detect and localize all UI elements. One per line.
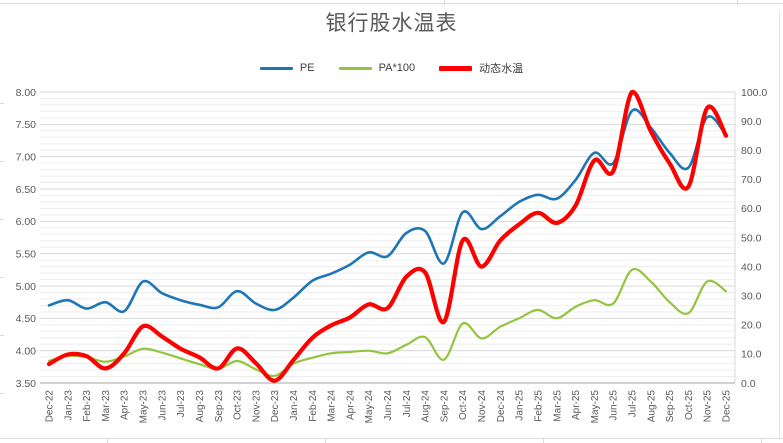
legend-item-0[interactable]: PE [259,62,315,74]
x-axis-tick-label: Mar-24 [327,390,338,422]
legend-line-swatch-icon [259,66,293,70]
right-axis-tick-label: 10.0 [741,349,762,361]
x-axis-tick-label: May-24 [364,390,375,424]
x-axis-tick-label: Aug-25 [646,390,657,423]
legend-item-2[interactable]: 动态水温 [439,60,523,76]
legend-item-1[interactable]: PA*100 [338,62,416,74]
x-axis-tick-label: Oct-24 [458,390,469,420]
right-axis-tick-label: 50.0 [741,232,762,244]
x-axis-tick-label: Feb-23 [82,390,93,422]
sheet-gridline [0,161,4,162]
x-axis-tick-label: Jun-25 [609,390,620,421]
left-axis-tick-label: 7.50 [16,119,37,131]
left-axis-tick-label: 7.00 [16,151,37,163]
legend-item-label: PA*100 [378,62,416,74]
x-axis-tick-label: Oct-25 [684,390,695,420]
left-axis-tick-label: 4.50 [16,313,37,325]
sheet-gridline [779,10,780,438]
right-axis-tick-label: 90.0 [741,116,762,128]
x-axis-tick-label: Apr-25 [571,390,582,420]
left-axis-tick-label: 8.00 [16,87,37,99]
left-axis-tick-label: 3.50 [16,378,37,390]
x-axis-tick-label: Feb-24 [308,390,319,422]
x-axis-tick-label: Aug-24 [421,390,432,423]
left-axis-tick-label: 5.00 [16,281,37,293]
left-axis-tick-label: 6.00 [16,216,37,228]
right-axis-tick-label: 0.0 [741,378,756,390]
sheet-gridline [444,0,445,6]
series-line-2[interactable] [46,89,729,383]
x-axis-tick-label: Jun-23 [157,390,168,421]
sheet-gridline [325,438,326,443]
right-axis-tick-label: 30.0 [741,291,762,303]
x-axis-tick-label: Dec-23 [270,390,281,423]
sheet-gridline [107,438,108,443]
x-axis-tick-label: Jul-24 [402,390,413,418]
x-axis-tick-label: May-23 [139,390,150,424]
chart-legend: PE PA*100 动态水温 [0,60,783,76]
x-axis-tick-label: Oct-23 [233,390,244,420]
x-axis-tick-label: May-25 [590,390,601,424]
x-axis-tick-label: Apr-24 [345,390,356,420]
legend-item-label: PE [299,62,315,74]
sheet-gridline [0,393,4,394]
x-axis-tick-label: Jan-24 [289,390,300,421]
x-axis-tick-label: Mar-25 [552,390,563,422]
sheet-gridline [0,103,4,104]
chart-title: 银行股水温表 [325,12,458,35]
left-axis-tick-label: 4.00 [16,345,37,357]
x-axis-tick-label: Dec-22 [45,390,56,423]
right-axis-tick-label: 60.0 [741,203,762,215]
x-axis-tick-label: Mar-23 [101,390,112,422]
x-axis-tick-label: Jul-25 [627,390,638,418]
left-axis-tick-label: 5.50 [16,248,37,260]
x-axis-tick-label: Feb-25 [533,390,544,422]
sheet-gridline [761,438,762,443]
legend-item-label: 动态水温 [479,63,524,75]
sheet-gridline [0,438,783,439]
sheet-gridline [737,0,738,6]
x-axis-tick-label: Sep-23 [214,390,225,423]
sheet-gridline [0,219,4,220]
x-axis-tick-label: Sep-25 [665,390,676,423]
left-axis-tick-label: 6.50 [16,184,37,196]
x-axis-tick-label: Dec-25 [722,390,733,423]
series-line-1[interactable] [47,267,728,378]
series-line-0[interactable] [47,108,728,314]
sheet-gridline [0,3,783,4]
x-axis-tick-label: Aug-23 [195,390,206,423]
sheet-gridline [0,277,4,278]
x-axis-tick-label: Nov-24 [477,390,488,423]
sheet-gridline [543,438,544,443]
right-axis-tick-label: 20.0 [741,320,762,332]
x-axis-tick-label: Sep-24 [439,390,450,423]
x-axis-tick-label: Nov-25 [703,390,714,423]
sheet-gridline [0,335,4,336]
x-axis-tick-label: Dec-24 [496,390,507,423]
right-axis-tick-label: 40.0 [741,261,762,273]
legend-line-swatch-icon [439,65,473,71]
x-axis-tick-label: Jul-23 [176,390,187,418]
legend-line-swatch-icon [338,66,372,70]
right-axis-tick-label: 80.0 [741,145,762,157]
right-axis-tick-label: 100.0 [741,87,767,99]
x-axis-tick-label: Nov-23 [251,390,262,423]
x-axis-tick-label: Jun-24 [383,390,394,421]
x-axis-tick-label: Apr-23 [120,390,131,420]
x-axis-tick-label: Jan-25 [515,390,526,421]
x-axis-tick-label: Jan-23 [63,390,74,421]
right-axis-tick-label: 70.0 [741,174,762,186]
